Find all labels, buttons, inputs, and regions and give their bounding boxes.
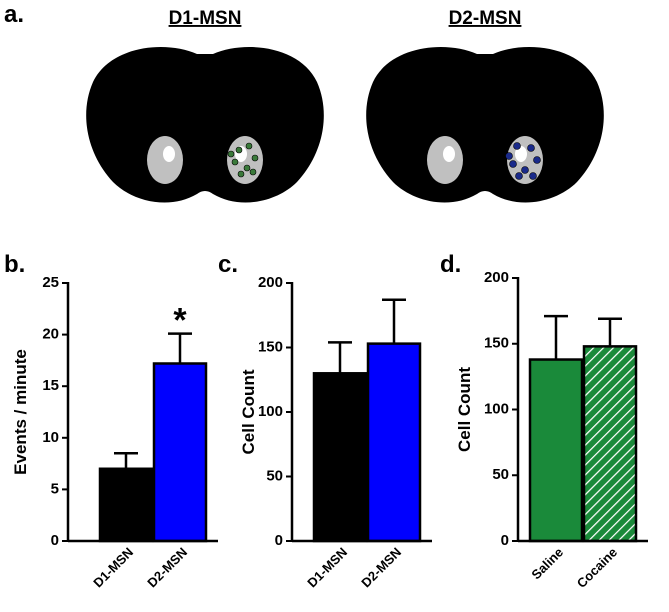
diagram-title: D1-MSN [169,8,242,29]
bar [152,362,208,543]
bar [582,345,638,543]
y-axis-label: Events / minute [11,349,30,475]
bar [528,358,584,543]
x-tick-label: D1-MSN [90,545,136,591]
y-axis-label: Cell Count [239,369,258,454]
annotation: * [173,302,187,340]
brain-diagram [85,44,325,203]
y-tick-label: 5 [51,480,59,497]
panel-label: c. [218,251,238,278]
y-tick-label: 25 [42,274,59,291]
x-tick-label: D2-MSN [358,545,404,591]
x-tick-label: D1-MSN [304,545,350,591]
x-tick-label: Cocaine [574,545,620,591]
y-tick-label: 50 [492,466,509,483]
y-tick-label: 100 [258,403,283,420]
panel-label: b. [4,251,25,278]
y-tick-label: 100 [484,400,509,417]
bar [366,342,422,543]
x-tick-label: D2-MSN [144,545,190,591]
y-axis-label: Cell Count [455,367,474,452]
y-tick-label: 0 [51,532,59,549]
y-tick-label: 10 [42,429,59,446]
x-tick-label: Saline [528,545,566,583]
y-tick-label: 200 [258,274,283,291]
panel-label: a. [4,1,24,28]
y-tick-label: 0 [275,532,283,549]
y-tick-label: 200 [484,269,509,286]
y-tick-label: 50 [266,467,283,484]
y-tick-label: 150 [258,338,283,355]
brain-diagram [365,44,605,203]
diagram-title: D2-MSN [449,8,522,29]
y-tick-label: 0 [501,532,509,549]
bar [312,372,368,543]
y-tick-label: 20 [42,326,59,343]
y-tick-label: 150 [484,335,509,352]
bar [98,467,154,543]
y-tick-label: 15 [42,377,59,394]
panel-label: d. [440,251,461,278]
